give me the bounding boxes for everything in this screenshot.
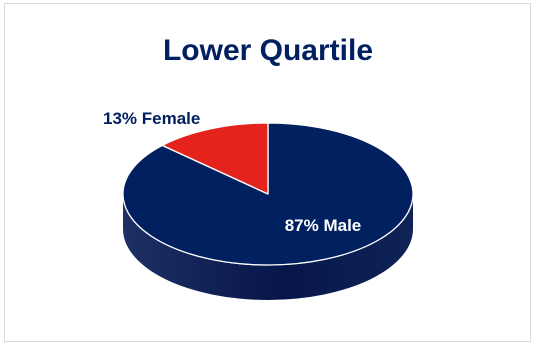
pie-slice-male — [122, 122, 414, 266]
pie-side-wall — [123, 194, 413, 300]
pie-slice-female — [161, 122, 269, 195]
data-label-female: 13% Female — [103, 109, 200, 128]
chart-title: Lower Quartile — [162, 34, 374, 67]
data-label-male: 87% Male — [285, 216, 362, 235]
